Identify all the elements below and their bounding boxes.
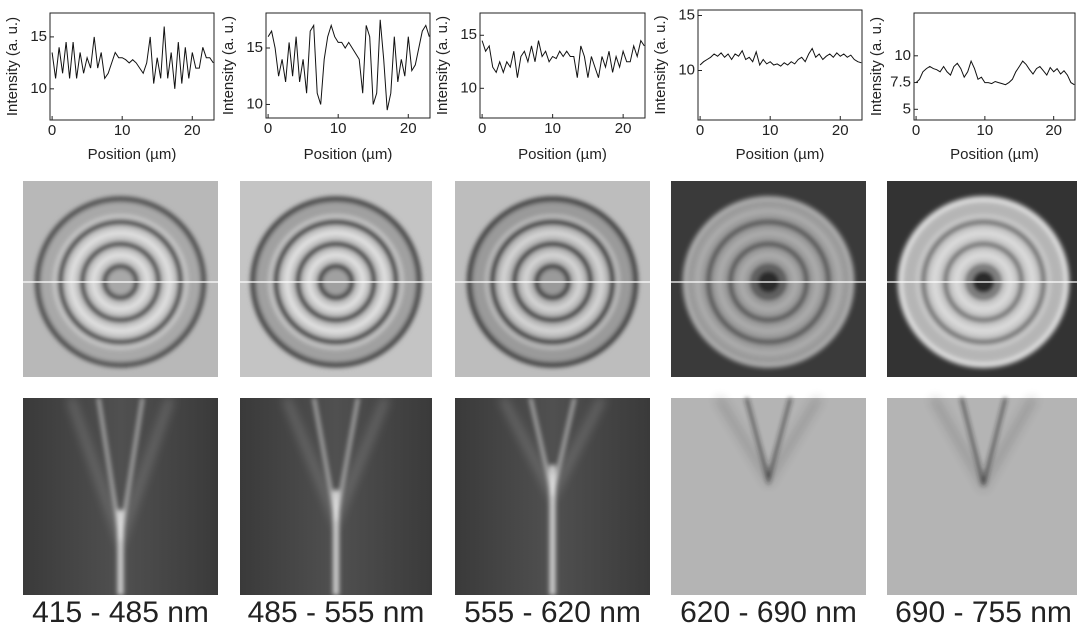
focus-image [671,396,866,595]
wavelength-caption: 690 - 755 nm [895,596,1072,629]
line-chart: 0 10 20 10 15 Position (µm) Intensity (a. u.) [652,6,863,163]
x-axis-label: Position (µm) [88,146,177,163]
x-tick-label: 10 [330,120,347,137]
ring-image [887,181,1077,377]
x-tick-label: 20 [1045,122,1062,139]
y-tick-label: 10 [30,80,47,97]
x-tick-label: 0 [264,120,272,137]
y-tick-label: 10 [678,61,695,78]
y-tick-label: 10 [894,47,911,64]
x-tick-label: 10 [544,120,561,137]
y-tick-label: 10 [460,79,477,96]
x-tick-label: 20 [832,122,849,139]
data-line [699,47,862,67]
wavelength-caption: 555 - 620 nm [464,596,641,629]
focus-image [455,396,650,595]
y-axis-label: Intensity (a. u.) [4,17,21,116]
plot-frame [265,12,431,119]
x-axis-label: Position (µm) [518,146,607,163]
x-tick-label: 20 [184,122,201,139]
y-tick-label: 7.5 [890,74,911,91]
x-tick-label: 10 [762,122,779,139]
plot-frame [697,9,863,121]
ring-image [240,181,432,377]
glow [67,397,174,550]
glow [283,396,389,528]
x-tick-label: 20 [615,120,632,137]
wavelength-caption: 620 - 690 nm [680,596,857,629]
y-tick-label: 15 [246,39,263,56]
y-axis-label: Intensity (a. u.) [868,17,885,116]
data-line [267,19,430,111]
x-tick-label: 0 [478,120,486,137]
focus-image [887,396,1077,595]
x-tick-label: 0 [48,122,56,139]
y-tick-label: 15 [30,28,47,45]
y-tick-label: 10 [246,95,263,112]
y-tick-label: 15 [460,26,477,43]
data-line [915,59,1075,86]
x-axis-label: Position (µm) [304,146,393,163]
ring-image [455,181,650,377]
image-bg [671,398,866,595]
y-axis-label: Intensity (a. u.) [434,16,451,115]
glow [499,396,606,502]
ring-image [671,181,866,377]
plot-frame [913,12,1076,121]
x-tick-label: 20 [400,120,417,137]
plot-frame [479,12,646,119]
wavelength-caption: 415 - 485 nm [32,596,209,629]
ring-image [23,181,218,377]
x-tick-label: 0 [696,122,704,139]
wavelength-caption: 485 - 555 nm [248,596,425,629]
focus-image [240,396,432,595]
focus-image [23,397,218,595]
line-chart: 0 10 20 10 15 Position (µm) Intensity (a. u.) [434,12,646,163]
line-chart: 0 10 20 10 15 Position (µm) Intensity (a. u.) [4,12,215,163]
y-axis-label: Intensity (a. u.) [652,15,669,114]
y-axis-label: Intensity (a. u.) [220,16,237,115]
x-tick-label: 10 [114,122,131,139]
glow [930,396,1037,492]
x-axis-label: Position (µm) [736,146,825,163]
line-chart: 0 10 20 5 7.5 10 Position (µm) Intensity (a. u.… [868,12,1076,163]
plot-frame [49,12,215,121]
glow [715,396,822,486]
y-tick-label: 5 [903,100,911,117]
x-tick-label: 10 [977,122,994,139]
data-line [481,39,645,78]
x-axis-label: Position (µm) [950,146,1039,163]
y-tick-label: 15 [678,6,695,23]
image-bg [887,398,1077,595]
x-tick-label: 0 [912,122,920,139]
data-line [51,26,214,89]
